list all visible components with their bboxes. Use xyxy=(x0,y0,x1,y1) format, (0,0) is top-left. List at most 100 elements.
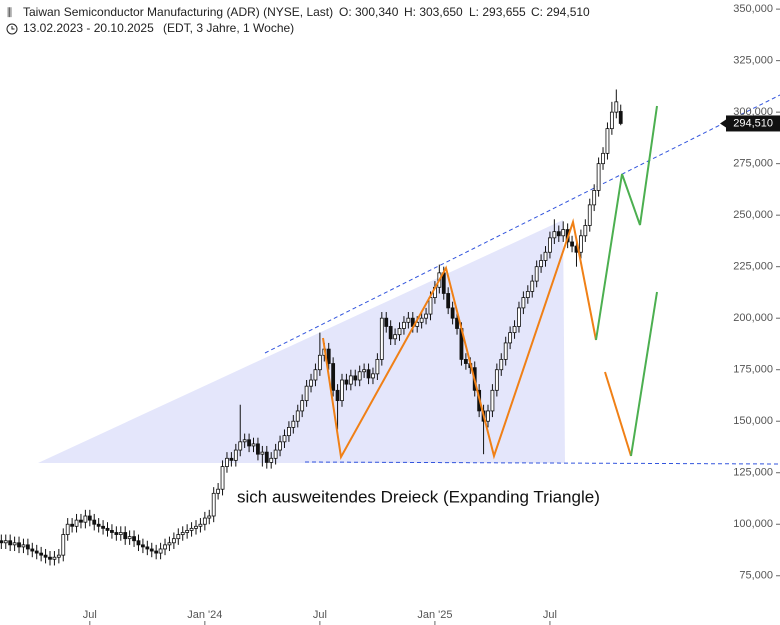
candle-body xyxy=(118,532,123,535)
candle-body xyxy=(180,532,185,535)
candle-body xyxy=(601,152,605,165)
orange-wave xyxy=(604,371,632,457)
candle-body xyxy=(123,532,128,540)
candle-body xyxy=(260,451,265,455)
candle-body xyxy=(202,517,207,525)
candle-body xyxy=(167,542,172,546)
candle-body xyxy=(171,538,176,544)
candle-body xyxy=(490,389,495,412)
candle-body xyxy=(211,492,216,517)
candle-body xyxy=(450,307,455,319)
candle-body xyxy=(539,260,543,268)
y-tick-label: 225,000 xyxy=(733,261,773,273)
ohlc-low: L: 293,655 xyxy=(469,5,526,19)
candle-body xyxy=(379,317,384,360)
clock-hand xyxy=(11,26,15,30)
candle-body xyxy=(508,332,513,344)
candle-body xyxy=(300,400,305,412)
pattern-drawings xyxy=(38,94,780,465)
candle-body xyxy=(561,229,566,237)
candle-body xyxy=(402,321,406,329)
candle-body xyxy=(552,231,557,239)
candle-body xyxy=(548,237,552,253)
candle-body xyxy=(353,375,358,381)
candle-body xyxy=(176,534,181,540)
candle-body xyxy=(512,326,517,334)
candle-body xyxy=(326,348,331,364)
candle-body xyxy=(583,225,588,237)
candle-body xyxy=(366,369,371,379)
candle-body xyxy=(105,527,110,531)
candle-body xyxy=(282,435,287,443)
y-tick-label: 300,000 xyxy=(733,106,773,118)
candle-body xyxy=(273,449,278,459)
candle-body xyxy=(141,544,145,548)
candle-body xyxy=(335,389,340,402)
candle-body xyxy=(65,523,70,535)
candle-body xyxy=(525,291,530,298)
candle-body xyxy=(83,515,88,523)
candle-body xyxy=(295,410,300,422)
y-tick-label: 150,000 xyxy=(733,415,773,427)
candle-body xyxy=(39,552,44,556)
candle-body xyxy=(614,101,619,113)
candle-body xyxy=(463,359,468,364)
last-price-tag xyxy=(726,115,780,132)
candle-body xyxy=(618,111,623,124)
candle-body xyxy=(287,427,291,437)
candle-body xyxy=(229,457,234,461)
candle-body xyxy=(494,369,499,391)
candle-body xyxy=(48,556,52,560)
candle-body xyxy=(256,443,260,455)
candle-body xyxy=(375,359,380,375)
candle-body xyxy=(317,354,322,371)
candle-body xyxy=(313,369,318,381)
period: 13.02.2023 - 20.10.2025 xyxy=(23,21,154,35)
x-tick-label: Jan '24 xyxy=(187,609,222,621)
candle-body xyxy=(605,128,610,154)
candle-body xyxy=(198,523,203,527)
y-tick-label: 100,000 xyxy=(733,518,773,530)
candle-body xyxy=(521,297,526,309)
candle-body xyxy=(486,410,490,422)
candle-body xyxy=(220,466,225,490)
lower-trendline xyxy=(304,461,780,465)
candle-body xyxy=(61,534,66,556)
x-tick-label: Jul xyxy=(83,609,97,621)
candle-body xyxy=(127,536,132,540)
candle-body xyxy=(587,204,592,226)
y-tick-label: 75,000 xyxy=(739,570,773,582)
candle-body xyxy=(114,532,119,535)
candle-body xyxy=(145,546,150,550)
candle-body xyxy=(362,369,367,373)
candle-body xyxy=(503,342,508,360)
candle-body xyxy=(56,554,61,558)
candle-body xyxy=(419,317,424,323)
candle-body xyxy=(499,359,504,371)
candle-body xyxy=(43,554,48,558)
last-price-pointer xyxy=(720,119,726,128)
green-wave xyxy=(595,105,658,341)
candle-body xyxy=(96,523,101,527)
candle-body xyxy=(247,439,251,447)
candle-body xyxy=(194,525,198,529)
candle-body xyxy=(30,548,35,552)
x-tick-label: Jul xyxy=(543,609,557,621)
candle-body xyxy=(52,556,57,560)
candle-body xyxy=(344,379,349,385)
candle-body xyxy=(570,241,574,247)
candle-body xyxy=(517,307,521,327)
candle-body xyxy=(393,334,397,340)
y-tick-label: 175,000 xyxy=(733,364,773,376)
candle-body xyxy=(34,550,39,554)
y-tick-label: 125,000 xyxy=(733,467,773,479)
candle-body xyxy=(79,519,83,523)
wave-drawings xyxy=(322,105,658,461)
candle-body xyxy=(304,385,309,402)
candle-body xyxy=(371,373,375,379)
candle-body xyxy=(207,515,212,519)
candle-body xyxy=(87,515,92,521)
header: ⫼ Taiwan Semiconductor Manufacturing (AD… xyxy=(6,5,590,35)
